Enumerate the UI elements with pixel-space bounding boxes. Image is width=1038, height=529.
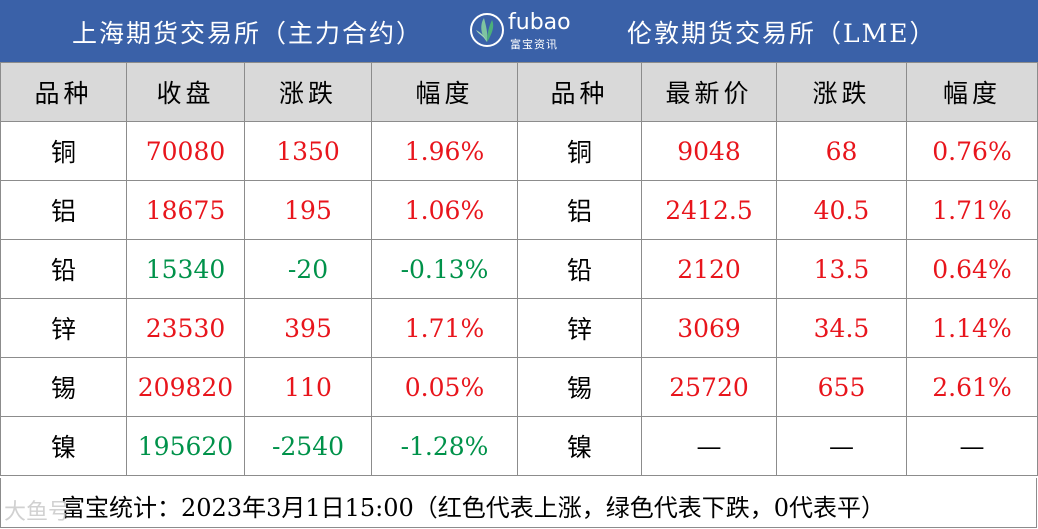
latest-cell: 3069 (641, 298, 777, 358)
lme-change-cell: 13.5 (776, 239, 907, 299)
latest-cell: 2412.5 (641, 180, 777, 240)
close-cell: 195620 (126, 416, 245, 476)
lme-change-cell: 40.5 (776, 180, 907, 240)
change-cell: -20 (244, 239, 372, 299)
lme-pct-cell: 0.64% (906, 239, 1038, 299)
close-cell: 23530 (126, 298, 245, 358)
col-header-lme-pct: 幅度 (906, 62, 1038, 122)
table-row: 铝 18675 195 1.06% 铝 2412.5 40.5 1.71% (0, 180, 1038, 240)
col-header-close: 收盘 (126, 62, 245, 122)
pct-cell: 0.05% (371, 357, 518, 417)
header-band: 上海期货交易所（主力合约） fubao 富宝资讯 伦敦期货交易所（LME） (0, 0, 1038, 62)
lme-pct-cell: — (906, 416, 1038, 476)
pct-cell: -0.13% (371, 239, 518, 299)
leaf-icon (470, 13, 504, 47)
close-cell: 70080 (126, 121, 245, 181)
col-header-pct: 幅度 (371, 62, 518, 122)
lme-title: 伦敦期货交易所（LME） (627, 19, 937, 48)
close-cell: 15340 (126, 239, 245, 299)
table-row: 铅 15340 -20 -0.13% 铅 2120 13.5 0.64% (0, 239, 1038, 299)
lme-variety-cell: 铝 (517, 180, 642, 240)
pct-cell: -1.28% (371, 416, 518, 476)
change-cell: 1350 (244, 121, 372, 181)
pct-cell: 1.71% (371, 298, 518, 358)
col-header-lme-variety: 品种 (517, 62, 642, 122)
fubao-logo: fubao 富宝资讯 (470, 8, 571, 54)
shfe-variety-cell: 锡 (0, 357, 127, 417)
lme-variety-cell: 锡 (517, 357, 642, 417)
table-body: 铜 70080 1350 1.96% 铜 9048 68 0.76% 铝 18675 195 1.06… (0, 121, 1038, 476)
lme-variety-cell: 铅 (517, 239, 642, 299)
col-header-shfe-variety: 品种 (0, 62, 127, 122)
column-header-row: 品种 收盘 涨跌 幅度 品种 最新价 涨跌 幅度 (0, 62, 1038, 122)
table-row: 铜 70080 1350 1.96% 铜 9048 68 0.76% (0, 121, 1038, 181)
watermark: 大鱼号 (4, 500, 71, 525)
lme-change-cell: — (776, 416, 907, 476)
lme-variety-cell: 铜 (517, 121, 642, 181)
close-cell: 18675 (126, 180, 245, 240)
col-header-lme-change: 涨跌 (776, 62, 907, 122)
shfe-variety-cell: 锌 (0, 298, 127, 358)
lme-pct-cell: 1.14% (906, 298, 1038, 358)
logo-subtitle: 富宝资讯 (510, 38, 558, 51)
lme-pct-cell: 1.71% (906, 180, 1038, 240)
footer-text: 富宝统计：2023年3月1日15:00（红色代表上涨，绿色代表下跌，0代表平） (61, 494, 886, 522)
table-row: 镍 195620 -2540 -1.28% 镍 — — — (0, 416, 1038, 476)
change-cell: 195 (244, 180, 372, 240)
latest-cell: 25720 (641, 357, 777, 417)
shfe-variety-cell: 铅 (0, 239, 127, 299)
pct-cell: 1.06% (371, 180, 518, 240)
lme-change-cell: 68 (776, 121, 907, 181)
shfe-variety-cell: 镍 (0, 416, 127, 476)
lme-change-cell: 655 (776, 357, 907, 417)
latest-cell: 9048 (641, 121, 777, 181)
shfe-variety-cell: 铜 (0, 121, 127, 181)
pct-cell: 1.96% (371, 121, 518, 181)
table-row: 锌 23530 395 1.71% 锌 3069 34.5 1.14% (0, 298, 1038, 358)
close-cell: 209820 (126, 357, 245, 417)
lme-variety-cell: 锌 (517, 298, 642, 358)
lme-variety-cell: 镍 (517, 416, 642, 476)
change-cell: -2540 (244, 416, 372, 476)
latest-cell: 2120 (641, 239, 777, 299)
logo-word: fubao (508, 10, 571, 35)
shfe-title: 上海期货交易所（主力合约） (72, 19, 424, 48)
footer-note: 富宝统计：2023年3月1日15:00（红色代表上涨，绿色代表下跌，0代表平） (0, 478, 1037, 528)
table-row: 锡 209820 110 0.05% 锡 25720 655 2.61% (0, 357, 1038, 417)
shfe-variety-cell: 铝 (0, 180, 127, 240)
col-header-latest: 最新价 (641, 62, 777, 122)
lme-change-cell: 34.5 (776, 298, 907, 358)
change-cell: 395 (244, 298, 372, 358)
lme-pct-cell: 2.61% (906, 357, 1038, 417)
lme-pct-cell: 0.76% (906, 121, 1038, 181)
change-cell: 110 (244, 357, 372, 417)
price-table: 品种 收盘 涨跌 幅度 品种 最新价 涨跌 幅度 铜 70080 1350 1.96%… (0, 62, 1038, 476)
col-header-change: 涨跌 (244, 62, 372, 122)
latest-cell: — (641, 416, 777, 476)
